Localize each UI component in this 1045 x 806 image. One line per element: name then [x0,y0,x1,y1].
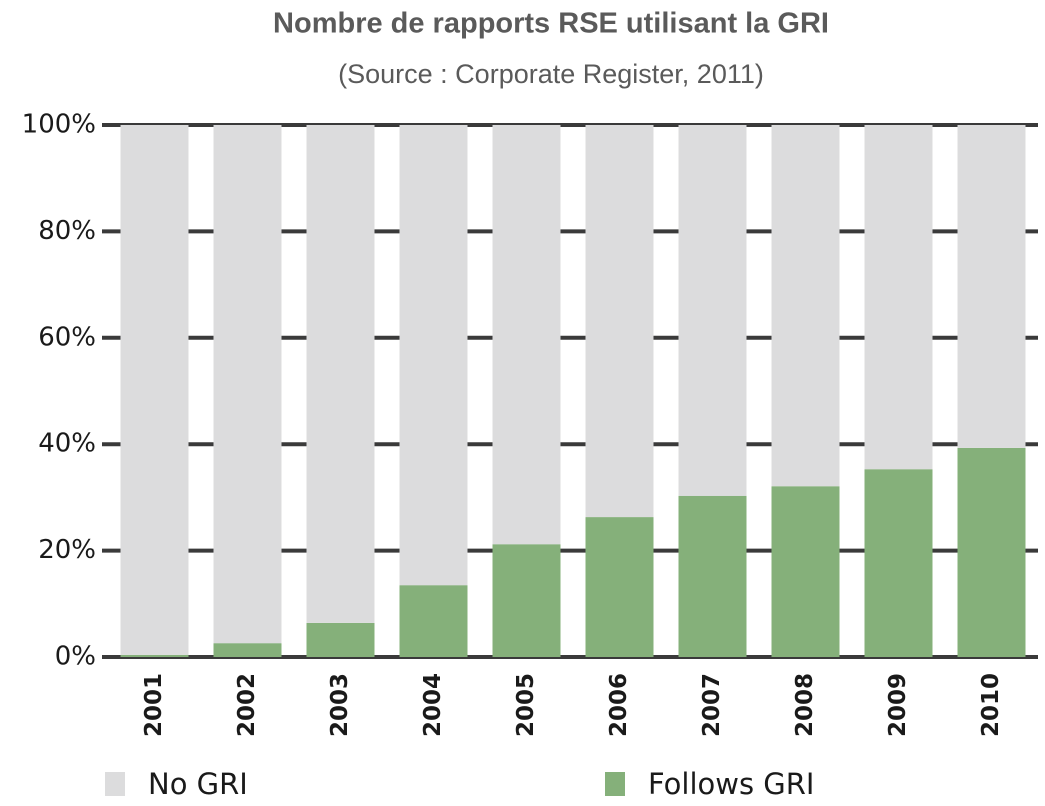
y-tick-label: 60% [38,322,96,352]
bar-segment [120,125,189,655]
x-tick-label: 2005 [513,673,539,737]
x-tick-label: 2007 [699,673,725,737]
x-tick-label: 2002 [234,673,260,737]
y-tick-label: 20% [38,535,96,565]
x-tick-label: 2004 [420,673,446,737]
bar-segment [864,469,933,657]
x-tick-label: 2006 [606,673,632,737]
bar-segment [399,585,468,657]
bar-segment [585,517,654,657]
x-tick-label: 2009 [885,673,911,737]
legend-swatch [605,772,625,796]
chart-title: Nombre de rapports RSE utilisant la GRI [273,8,829,40]
x-tick-label: 2008 [792,673,818,737]
legend-swatch [105,772,125,796]
bar-segment [492,125,561,545]
bar-segment [957,447,1026,657]
bar-segment [957,125,1026,448]
bar-segment [771,125,840,487]
bar-segment [213,125,282,644]
bar-segment [120,654,189,657]
x-tick-label: 2001 [141,673,167,737]
chart-subtitle: (Source : Corporate Register, 2011) [338,59,764,89]
bar-segment [306,622,375,657]
bar-segment [864,125,933,470]
bar-segment [678,495,747,657]
bar-segment [399,125,468,586]
legend-label: Follows GRI [648,767,814,801]
y-tick-label: 0% [55,642,96,672]
y-tick-label: 100% [22,110,96,140]
bar-segment [492,544,561,657]
bar-segment [213,643,282,657]
bar-segment [771,486,840,657]
bar-segment [678,125,747,496]
x-tick-label: 2003 [327,673,353,737]
y-tick-label: 40% [38,429,96,459]
x-tick-label: 2010 [978,673,1004,737]
legend-label: No GRI [148,767,248,801]
bar-segment [585,125,654,518]
bar-segment [306,125,375,623]
y-tick-label: 80% [38,216,96,246]
